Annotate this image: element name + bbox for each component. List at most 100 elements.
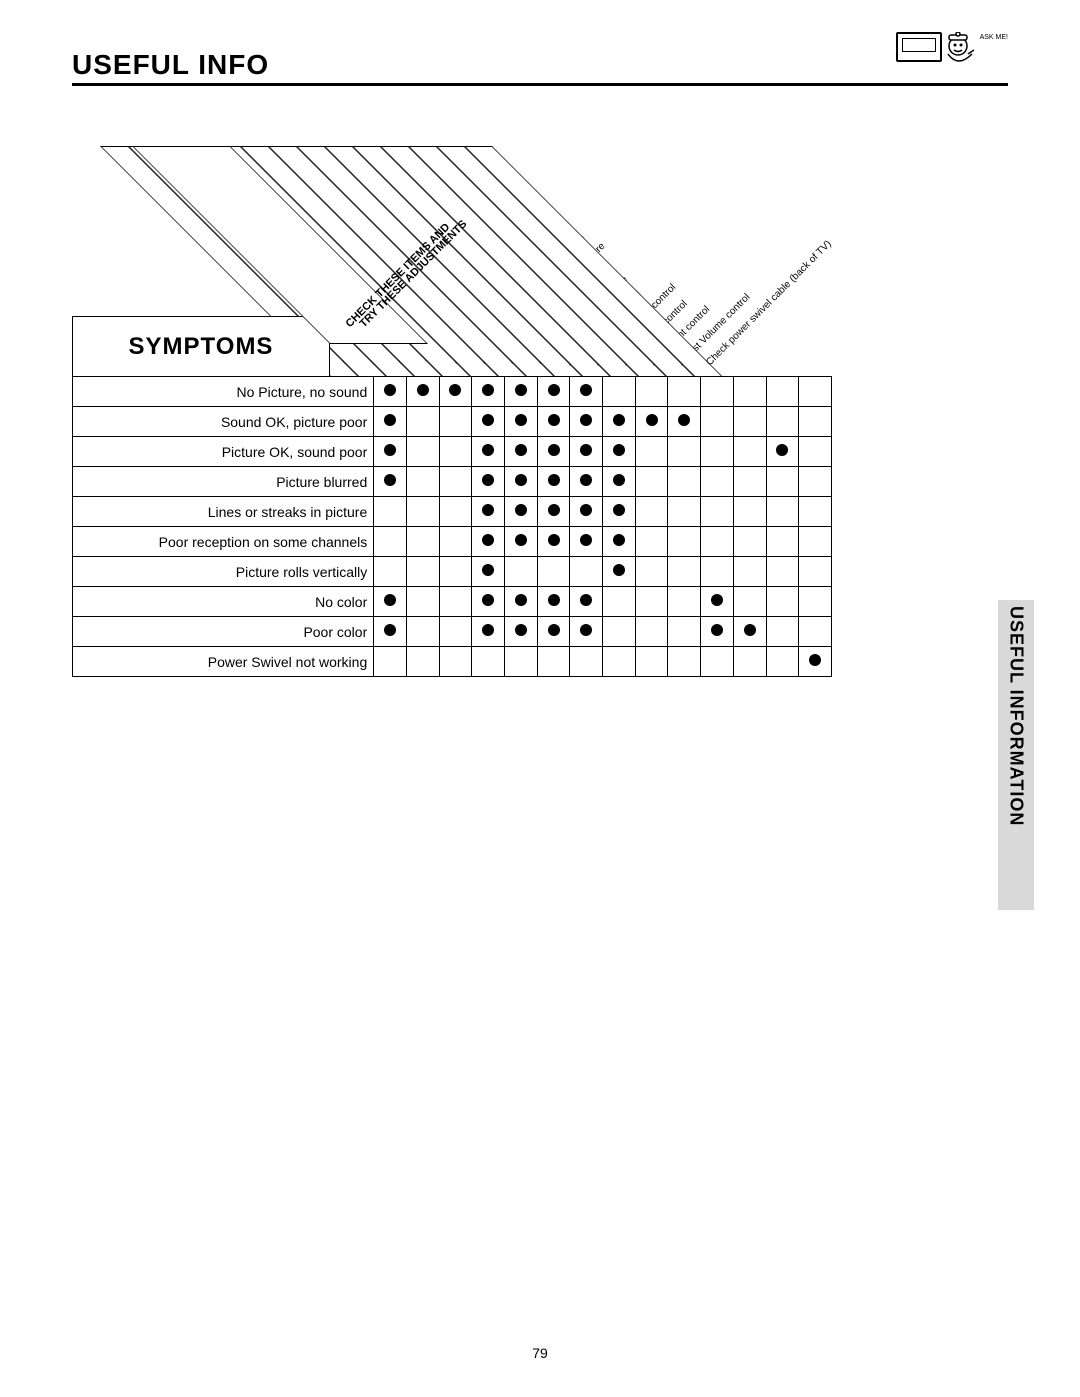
check-cell bbox=[570, 467, 603, 497]
check-cell bbox=[635, 587, 668, 617]
check-cell bbox=[635, 617, 668, 647]
check-cell bbox=[439, 437, 472, 467]
check-cell bbox=[439, 587, 472, 617]
check-cell bbox=[406, 557, 439, 587]
dot-icon bbox=[515, 504, 527, 516]
dot-icon bbox=[580, 474, 592, 486]
troubleshoot-chart: CHECK THESE ITEMS AND TRY THESE ADJUSTME… bbox=[72, 146, 892, 677]
check-cell bbox=[635, 497, 668, 527]
dot-icon bbox=[482, 474, 494, 486]
check-cell bbox=[537, 647, 570, 677]
check-cell bbox=[374, 437, 407, 467]
dot-icon bbox=[482, 624, 494, 636]
check-cell bbox=[603, 527, 636, 557]
check-cell bbox=[472, 647, 505, 677]
check-cell bbox=[406, 497, 439, 527]
check-cell bbox=[799, 467, 832, 497]
dot-icon bbox=[711, 624, 723, 636]
symptoms-header: SYMPTOMS bbox=[72, 316, 330, 376]
check-cell bbox=[570, 497, 603, 527]
check-cell bbox=[733, 527, 766, 557]
table-row: Picture OK, sound poor bbox=[73, 437, 832, 467]
check-cell bbox=[701, 587, 734, 617]
check-cell bbox=[505, 407, 538, 437]
check-cell bbox=[537, 467, 570, 497]
check-cell bbox=[439, 407, 472, 437]
check-cell bbox=[733, 647, 766, 677]
symptom-label: Power Swivel not working bbox=[73, 647, 374, 677]
dot-icon bbox=[613, 564, 625, 576]
column-header-label: Check power swivel cable (back of TV) bbox=[704, 239, 833, 368]
page-title: USEFUL INFO bbox=[72, 49, 269, 81]
check-cell bbox=[603, 617, 636, 647]
check-cell bbox=[439, 497, 472, 527]
dot-icon bbox=[482, 564, 494, 576]
dot-icon bbox=[809, 654, 821, 666]
check-cell bbox=[603, 377, 636, 407]
check-cell bbox=[537, 587, 570, 617]
check-cell bbox=[570, 437, 603, 467]
check-cell bbox=[406, 647, 439, 677]
dot-icon bbox=[646, 414, 658, 426]
check-cell bbox=[374, 557, 407, 587]
section-tab-label: USEFUL INFORMATION bbox=[1006, 606, 1027, 826]
check-cell bbox=[570, 617, 603, 647]
check-cell bbox=[439, 557, 472, 587]
check-cell bbox=[701, 497, 734, 527]
dot-icon bbox=[580, 504, 592, 516]
check-cell bbox=[505, 497, 538, 527]
dot-icon bbox=[548, 384, 560, 396]
dot-icon bbox=[744, 624, 756, 636]
check-cell bbox=[439, 647, 472, 677]
symptom-label: Picture rolls vertically bbox=[73, 557, 374, 587]
check-cell bbox=[766, 647, 799, 677]
check-cell bbox=[374, 377, 407, 407]
dot-icon bbox=[384, 444, 396, 456]
check-cell bbox=[799, 527, 832, 557]
check-cell bbox=[505, 437, 538, 467]
symptom-label: Poor reception on some channels bbox=[73, 527, 374, 557]
check-cell bbox=[635, 557, 668, 587]
dot-icon bbox=[580, 624, 592, 636]
dot-icon bbox=[417, 384, 429, 396]
check-cell bbox=[505, 557, 538, 587]
symptom-label: Sound OK, picture poor bbox=[73, 407, 374, 437]
check-cell bbox=[766, 617, 799, 647]
check-cell bbox=[668, 647, 701, 677]
check-cell bbox=[635, 437, 668, 467]
check-cell bbox=[733, 467, 766, 497]
check-cell bbox=[603, 467, 636, 497]
dot-icon bbox=[580, 534, 592, 546]
check-cell bbox=[537, 527, 570, 557]
check-cell bbox=[603, 497, 636, 527]
dot-icon bbox=[580, 594, 592, 606]
symptom-label: No Picture, no sound bbox=[73, 377, 374, 407]
check-cell bbox=[472, 467, 505, 497]
check-cell bbox=[406, 617, 439, 647]
table-row: Sound OK, picture poor bbox=[73, 407, 832, 437]
check-cell bbox=[799, 377, 832, 407]
dot-icon bbox=[515, 624, 527, 636]
dot-icon bbox=[548, 504, 560, 516]
check-cell bbox=[668, 617, 701, 647]
check-cell bbox=[406, 407, 439, 437]
check-cell bbox=[799, 437, 832, 467]
check-cell bbox=[374, 587, 407, 617]
check-cell bbox=[472, 497, 505, 527]
check-cell bbox=[668, 407, 701, 437]
check-cell bbox=[668, 527, 701, 557]
check-cell bbox=[570, 587, 603, 617]
dot-icon bbox=[776, 444, 788, 456]
check-cell bbox=[701, 407, 734, 437]
table-row: Lines or streaks in picture bbox=[73, 497, 832, 527]
troubleshoot-table: No Picture, no soundSound OK, picture po… bbox=[72, 376, 832, 677]
check-cell bbox=[733, 497, 766, 527]
check-cell bbox=[505, 527, 538, 557]
mascot-icon bbox=[944, 32, 978, 68]
check-cell bbox=[603, 437, 636, 467]
dot-icon bbox=[515, 414, 527, 426]
check-cell bbox=[439, 617, 472, 647]
check-cell bbox=[733, 377, 766, 407]
dot-icon bbox=[548, 444, 560, 456]
table-row: No Picture, no sound bbox=[73, 377, 832, 407]
